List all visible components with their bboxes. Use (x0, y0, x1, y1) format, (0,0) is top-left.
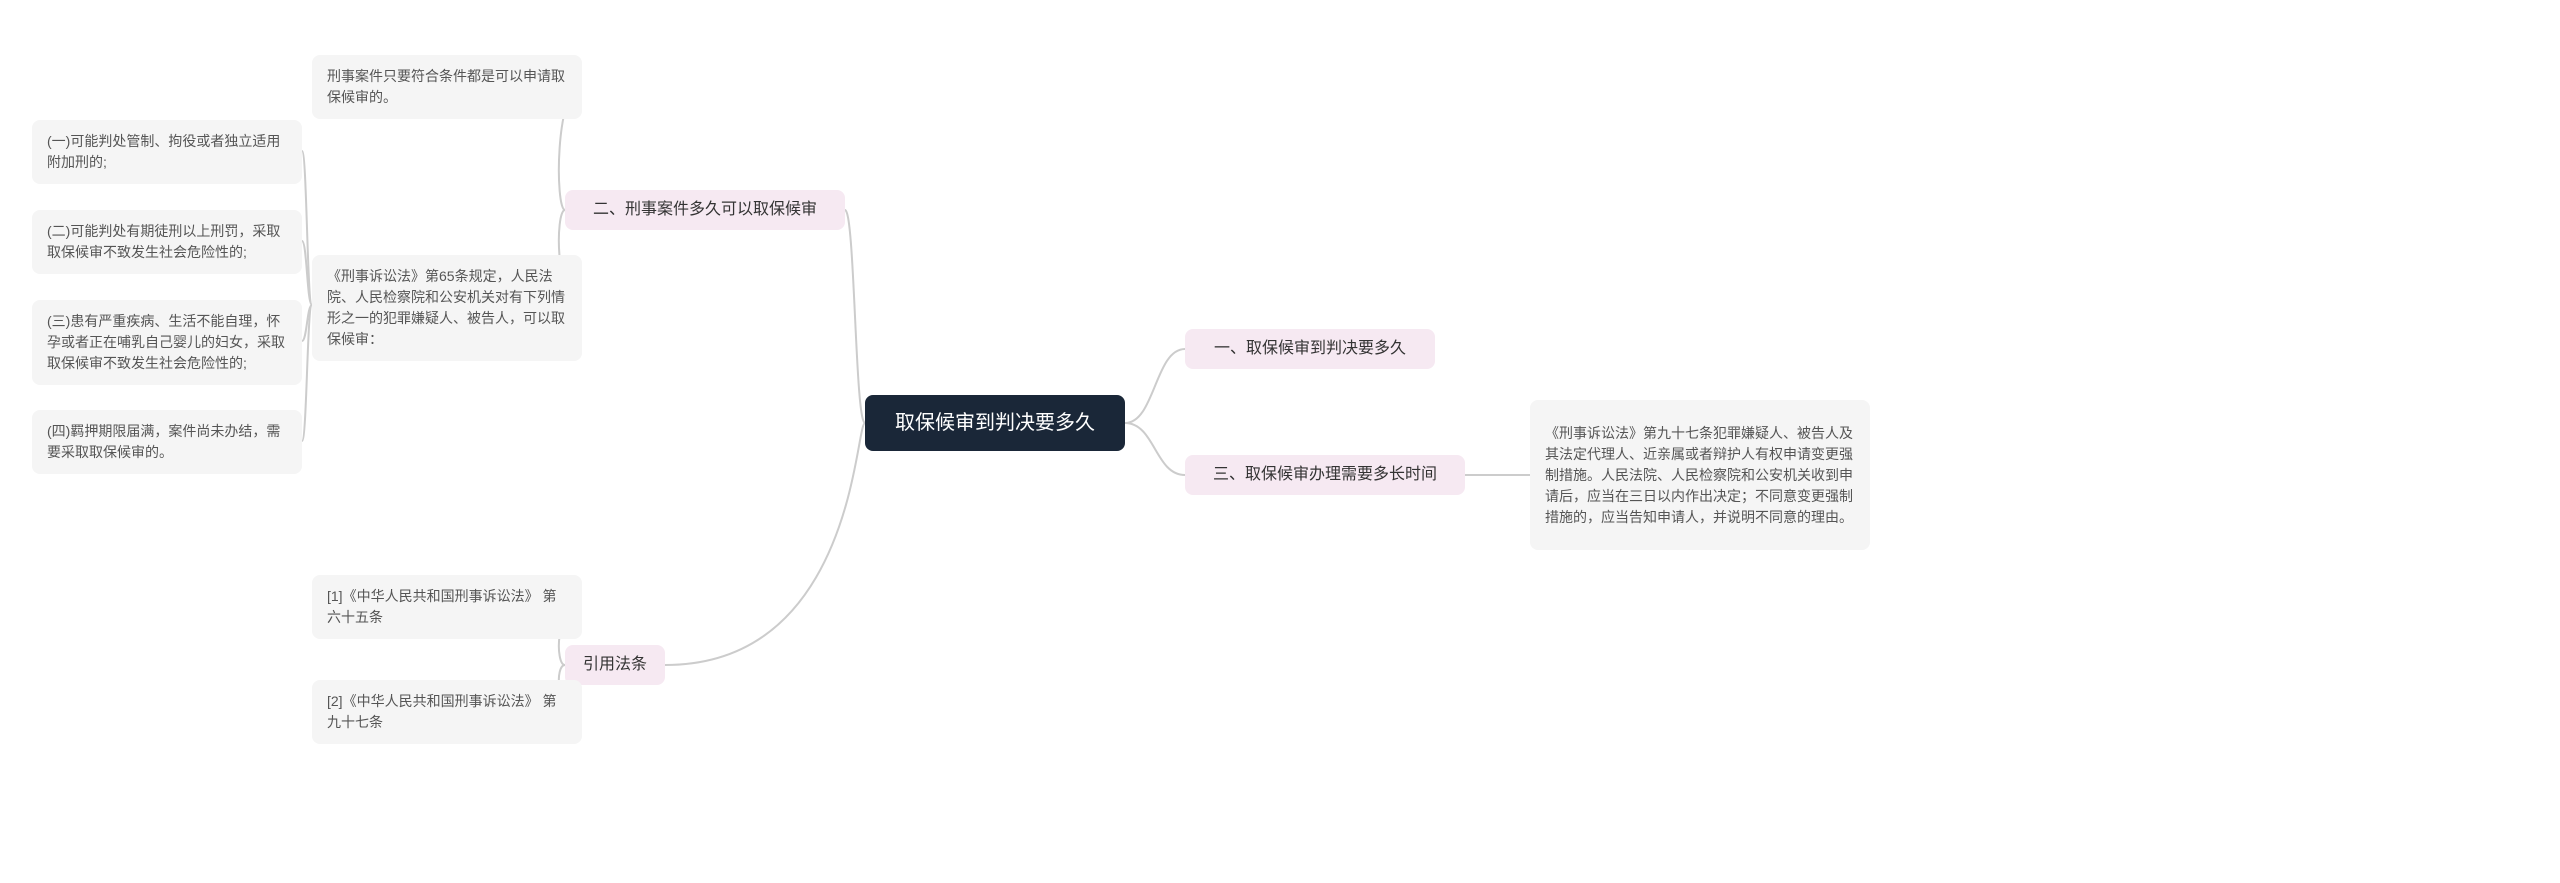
leaf-section-2-intro: 刑事案件只要符合条件都是可以申请取保候审的。 (312, 55, 582, 119)
leaf-section-3-detail: 《刑事诉讼法》第九十七条犯罪嫌疑人、被告人及其法定代理人、近亲属或者辩护人有权申… (1530, 400, 1870, 550)
leaf-condition-4: (四)羁押期限届满，案件尚未办结，需要采取取保候审的。 (32, 410, 302, 474)
connector-layer (0, 0, 2560, 883)
leaf-article-65: 《刑事诉讼法》第65条规定，人民法院、人民检察院和公安机关对有下列情形之一的犯罪… (312, 255, 582, 361)
leaf-condition-1: (一)可能判处管制、拘役或者独立适用附加刑的; (32, 120, 302, 184)
leaf-condition-2: (二)可能判处有期徒刑以上刑罚，采取取保候审不致发生社会危险性的; (32, 210, 302, 274)
leaf-reference-2: [2]《中华人民共和国刑事诉讼法》 第九十七条 (312, 680, 582, 744)
branch-references[interactable]: 引用法条 (565, 645, 665, 685)
branch-section-2[interactable]: 二、刑事案件多久可以取保候审 (565, 190, 845, 230)
leaf-condition-3: (三)患有严重疾病、生活不能自理，怀孕或者正在哺乳自己婴儿的妇女，采取取保候审不… (32, 300, 302, 385)
branch-section-3[interactable]: 三、取保候审办理需要多长时间 (1185, 455, 1465, 495)
leaf-reference-1: [1]《中华人民共和国刑事诉讼法》 第六十五条 (312, 575, 582, 639)
branch-section-1[interactable]: 一、取保候审到判决要多久 (1185, 329, 1435, 369)
root-node[interactable]: 取保候审到判决要多久 (865, 395, 1125, 451)
